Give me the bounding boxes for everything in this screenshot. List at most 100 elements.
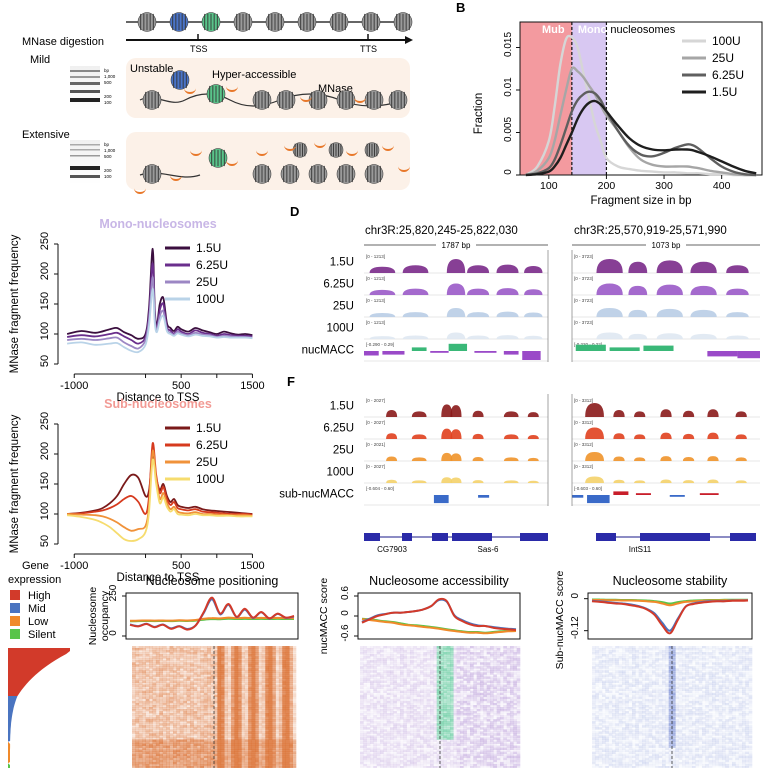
heatmap-cell [258,741,263,744]
heatmap-cell [278,759,283,763]
heatmap-cell [423,688,427,691]
heatmap-cell [265,733,269,736]
heatmap-cell [207,743,211,746]
nucleosome [328,142,344,158]
heatmap-cell [237,702,242,706]
heatmap-cell [460,650,464,653]
heatmap-cell [380,666,384,669]
heatmap-cell [207,688,211,691]
heatmap-cell [234,763,239,767]
heatmap-cell [162,749,167,752]
heatmap-cell [292,743,297,746]
heatmap-cell [258,686,263,689]
heatmap-cell [142,654,146,657]
heatmap-cell [275,702,280,706]
heatmap-cell [486,705,491,708]
heatmap-cell [231,731,235,734]
heatmap-cell [234,688,239,691]
heatmap-cell [241,684,245,687]
heatmap-cell [275,727,280,730]
heatmap-cell [237,682,242,685]
heatmap-cell [132,735,136,738]
heatmap-cell [190,680,194,683]
heatmap-cell [224,654,228,657]
heatmap-cell [456,664,461,667]
heatmap-cell [169,741,174,744]
heatmap-cell [179,680,184,683]
heatmap-cell [169,715,174,718]
heatmap-cell [360,646,364,649]
heatmap-cell [224,680,228,683]
heatmap-cell [506,672,511,675]
heatmap-cell [258,662,263,665]
heatmap-cell [196,757,201,761]
heatmap-cell [258,670,263,673]
heatmap-cell [169,719,174,722]
heatmap-cell [248,741,252,744]
heatmap-cell [237,652,242,655]
heatmap-cell [486,650,491,653]
series-line-high [129,596,295,631]
heatmap-cell [251,660,256,663]
heatmap-cell [261,654,266,657]
heatmap-cell [237,763,242,767]
legend-label: Low [28,616,48,628]
coverage-peak [386,433,398,439]
heatmap-cell [430,674,434,677]
heatmap-cell [360,652,364,655]
heatmap-cell [360,658,364,661]
heatmap-cell [400,692,404,696]
heatmap-cell [155,674,160,677]
heatmap-cell [396,686,401,689]
heatmap-cell [155,660,160,663]
heatmap-cell [261,725,266,728]
heatmap-cell [251,739,256,742]
heatmap-cell [258,654,263,657]
heatmap-cell [268,709,273,712]
heatmap-cell [176,729,181,732]
heatmap-cell [138,672,143,675]
heatmap-cell [234,715,239,718]
heatmap-cell [410,664,414,667]
heatmap-cell [176,759,181,763]
heatmap-cell [261,694,266,698]
heatmap-cell [251,735,256,738]
locus-left: chr3R:25,820,245-25,822,030 [365,225,518,237]
heatmap-cell [231,705,235,708]
heatmap-cell [275,652,280,655]
heatmap-cell [268,694,273,698]
heatmap-cell [237,674,242,677]
heatmap-cell [416,676,421,679]
heatmap-cell [183,662,187,665]
heatmap-cell [155,717,160,720]
heatmap-cell [169,690,174,693]
heatmap-cell [513,666,517,669]
heatmap-cell [463,660,467,663]
heatmap-cell [176,745,181,748]
heatmap-cell [476,705,481,708]
heatmap-cell [214,745,218,748]
heatmap-cell [413,698,417,702]
heatmap-cell [248,682,252,685]
heatmap-cell [376,654,381,657]
heatmap-cell [473,676,477,679]
heatmap-cell [516,668,521,671]
heatmap-cell [210,702,215,706]
heatmap-cell [423,700,427,704]
heatmap-cell [196,672,201,675]
heatmap-cell [513,690,517,693]
heatmap-cell [275,700,280,704]
heatmap-cell [220,700,225,704]
heatmap-cell [383,652,387,655]
heatmap-cell [420,676,424,679]
heatmap-cell [210,749,215,752]
heatmap-cell [500,705,504,708]
heatmap-cell [220,757,225,761]
heatmap-cell [383,680,387,683]
heatmap-cell [186,745,191,748]
heatmap-cell [200,766,204,768]
extensive-nucleosome-array [134,142,410,194]
heatmap-cell [183,660,187,663]
heatmap-cell [440,674,444,677]
